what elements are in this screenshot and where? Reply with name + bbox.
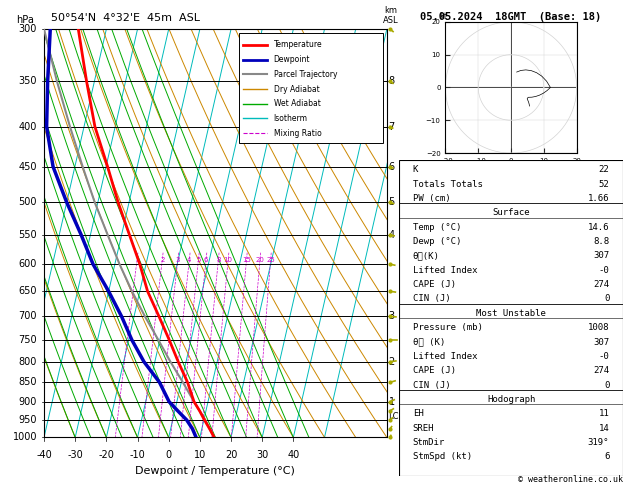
- Text: 4: 4: [389, 230, 394, 240]
- Text: θᴇ (K): θᴇ (K): [413, 337, 445, 347]
- Text: CAPE (J): CAPE (J): [413, 366, 456, 375]
- Text: SREH: SREH: [413, 424, 434, 433]
- Text: 1: 1: [135, 257, 140, 262]
- Text: 5: 5: [196, 257, 201, 262]
- Text: 6: 6: [204, 257, 208, 262]
- Text: Mixing Ratio: Mixing Ratio: [274, 129, 321, 138]
- Text: hPa: hPa: [16, 15, 35, 25]
- Text: 6: 6: [604, 452, 610, 461]
- Text: Pressure (mb): Pressure (mb): [413, 323, 482, 332]
- Text: Hodograph: Hodograph: [487, 395, 535, 404]
- Text: -20: -20: [98, 450, 114, 460]
- Text: 307: 307: [593, 251, 610, 260]
- Text: 05.05.2024  18GMT  (Base: 18): 05.05.2024 18GMT (Base: 18): [420, 12, 602, 22]
- Text: 8: 8: [216, 257, 221, 262]
- Text: 8: 8: [389, 76, 394, 87]
- Text: StmSpd (kt): StmSpd (kt): [413, 452, 472, 461]
- Text: 5: 5: [389, 197, 395, 208]
- Text: -0: -0: [599, 266, 610, 275]
- Text: Lifted Index: Lifted Index: [413, 266, 477, 275]
- Text: Totals Totals: Totals Totals: [413, 179, 482, 189]
- Text: 307: 307: [593, 337, 610, 347]
- Text: 30: 30: [256, 450, 269, 460]
- Text: Wet Adiabat: Wet Adiabat: [274, 99, 321, 108]
- Text: 10: 10: [194, 450, 206, 460]
- Text: 50°54'N  4°32'E  45m  ASL: 50°54'N 4°32'E 45m ASL: [51, 13, 200, 23]
- Text: Temp (°C): Temp (°C): [413, 223, 461, 232]
- Text: CAPE (J): CAPE (J): [413, 280, 456, 289]
- Text: 8.8: 8.8: [593, 237, 610, 246]
- Text: 700: 700: [19, 312, 37, 321]
- Text: CIN (J): CIN (J): [413, 295, 450, 303]
- Text: -0: -0: [599, 352, 610, 361]
- Text: 319°: 319°: [588, 438, 610, 447]
- Text: 650: 650: [19, 286, 37, 296]
- Text: 11: 11: [599, 409, 610, 418]
- Text: PW (cm): PW (cm): [413, 194, 450, 203]
- Text: 450: 450: [19, 162, 37, 172]
- Text: 25: 25: [266, 257, 275, 262]
- Text: Mixing Ratio (g/kg): Mixing Ratio (g/kg): [413, 193, 422, 273]
- Text: 550: 550: [18, 230, 37, 240]
- Text: 22: 22: [599, 165, 610, 174]
- Text: 14.6: 14.6: [588, 223, 610, 232]
- Text: 14: 14: [599, 424, 610, 433]
- Text: 950: 950: [19, 415, 37, 425]
- Text: Lifted Index: Lifted Index: [413, 352, 477, 361]
- Text: 274: 274: [593, 280, 610, 289]
- Text: 750: 750: [18, 335, 37, 345]
- Text: 10: 10: [224, 257, 233, 262]
- Text: 400: 400: [19, 122, 37, 132]
- Text: 300: 300: [19, 24, 37, 34]
- Text: 1008: 1008: [588, 323, 610, 332]
- Text: 2: 2: [389, 357, 395, 367]
- Text: K: K: [413, 165, 418, 174]
- Text: Dewpoint / Temperature (°C): Dewpoint / Temperature (°C): [135, 466, 296, 476]
- Text: 6: 6: [389, 162, 394, 172]
- Bar: [240, 33, 384, 143]
- Text: 0: 0: [165, 450, 172, 460]
- Text: -10: -10: [130, 450, 145, 460]
- Text: 350: 350: [19, 76, 37, 87]
- Text: 7: 7: [389, 122, 395, 132]
- Text: θᴇ(K): θᴇ(K): [413, 251, 440, 260]
- Text: Surface: Surface: [493, 208, 530, 217]
- Text: 1: 1: [389, 397, 394, 407]
- Text: 20: 20: [225, 450, 237, 460]
- Text: 1000: 1000: [13, 433, 37, 442]
- Text: km
ASL: km ASL: [382, 6, 398, 25]
- Text: 3: 3: [175, 257, 180, 262]
- Text: 0: 0: [604, 381, 610, 390]
- Text: 2: 2: [160, 257, 164, 262]
- Text: Parcel Trajectory: Parcel Trajectory: [274, 70, 337, 79]
- Text: 600: 600: [19, 259, 37, 269]
- Text: Most Unstable: Most Unstable: [476, 309, 546, 318]
- Text: 900: 900: [19, 397, 37, 407]
- Text: -40: -40: [36, 450, 52, 460]
- Text: 20: 20: [255, 257, 264, 262]
- Text: 3: 3: [389, 312, 394, 321]
- Text: 52: 52: [599, 179, 610, 189]
- Text: 850: 850: [19, 377, 37, 387]
- Text: 500: 500: [19, 197, 37, 208]
- Text: CIN (J): CIN (J): [413, 381, 450, 390]
- Text: StmDir: StmDir: [413, 438, 445, 447]
- Text: Dewpoint: Dewpoint: [274, 55, 310, 64]
- Text: 0: 0: [604, 295, 610, 303]
- Text: 40: 40: [287, 450, 299, 460]
- Text: 4: 4: [187, 257, 191, 262]
- Text: 1.66: 1.66: [588, 194, 610, 203]
- Text: Isotherm: Isotherm: [274, 114, 308, 123]
- Text: 15: 15: [242, 257, 251, 262]
- Text: Dewp (°C): Dewp (°C): [413, 237, 461, 246]
- Text: kt: kt: [439, 12, 447, 21]
- Text: LCL: LCL: [389, 412, 404, 421]
- Text: 274: 274: [593, 366, 610, 375]
- Text: Dry Adiabat: Dry Adiabat: [274, 85, 320, 94]
- Text: -30: -30: [67, 450, 83, 460]
- Text: EH: EH: [413, 409, 423, 418]
- Text: Temperature: Temperature: [274, 40, 322, 50]
- Text: 800: 800: [19, 357, 37, 367]
- Text: © weatheronline.co.uk: © weatheronline.co.uk: [518, 474, 623, 484]
